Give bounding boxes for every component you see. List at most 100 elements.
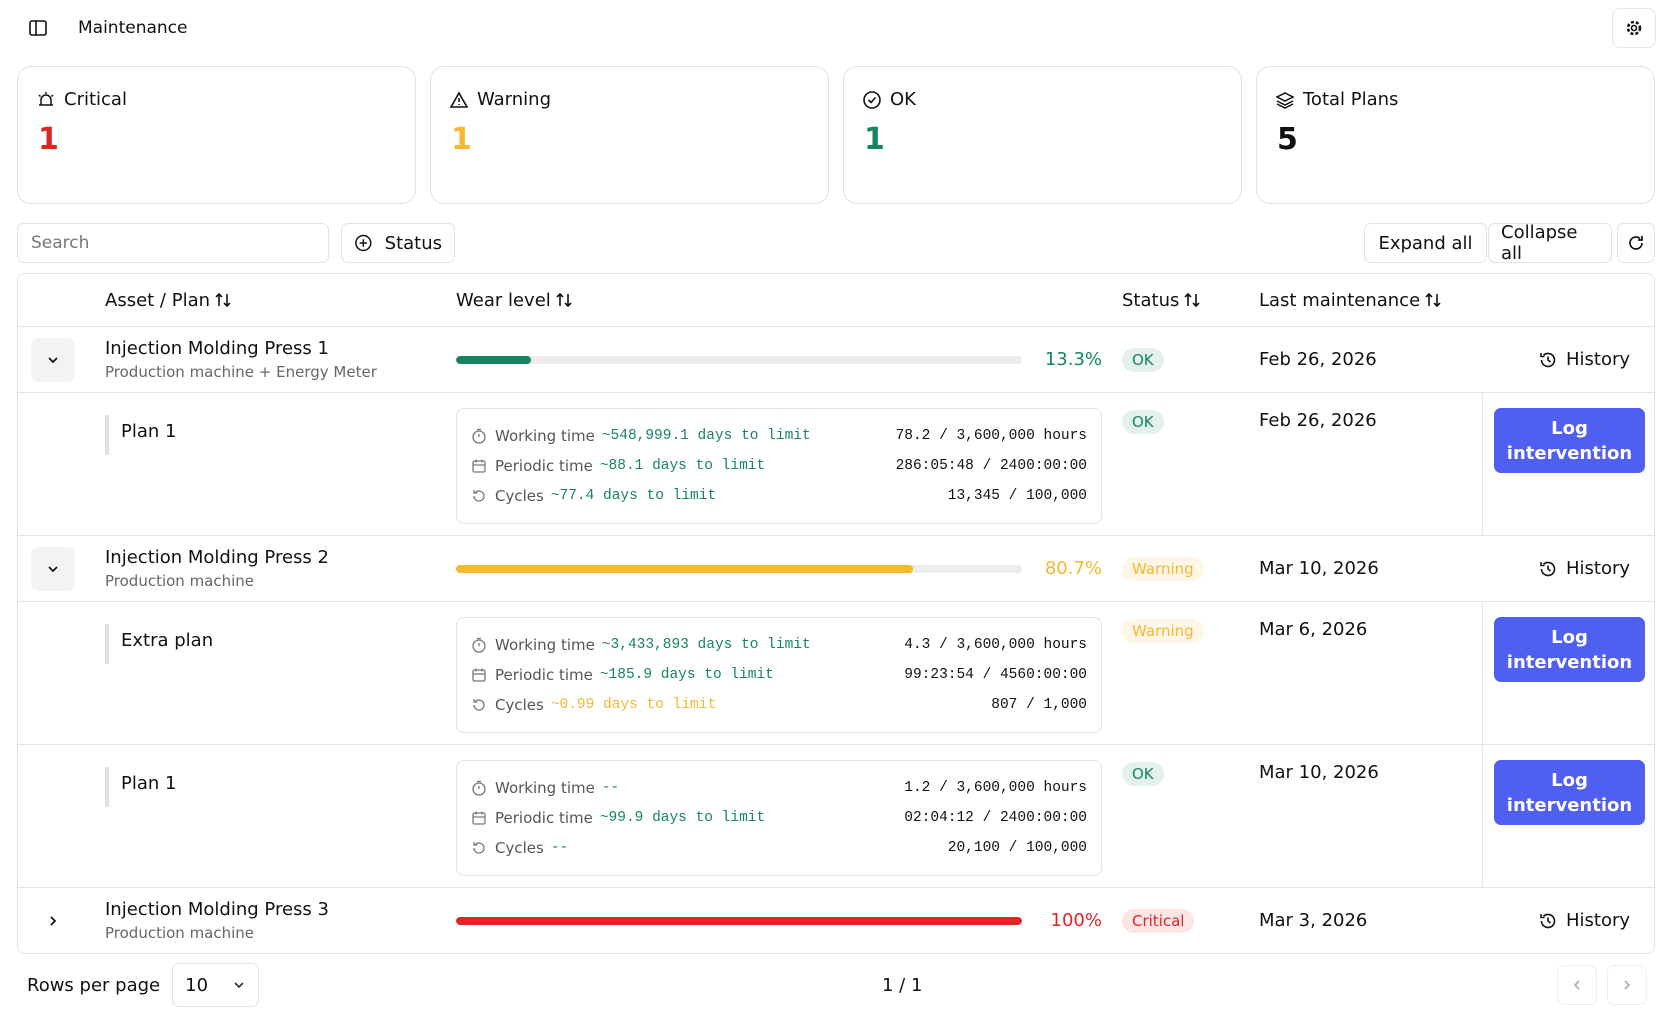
column-header[interactable]: Status (1122, 290, 1251, 311)
cell: Working time ~3,433,893 days to limit 4.… (456, 602, 1122, 733)
icon-part (215, 292, 231, 307)
icon (473, 699, 485, 711)
expand-all-button[interactable]: Expand all (1364, 223, 1487, 263)
pagination: Rows per page 10 1 / 1 (27, 963, 1655, 1007)
icon (1540, 561, 1556, 576)
summary-card: OK 1 (843, 66, 1242, 204)
icon-part (1629, 236, 1643, 250)
icon-part (472, 669, 486, 682)
card-header: Critical (36, 89, 397, 110)
icon-part (473, 699, 485, 711)
history-button[interactable]: History (1482, 349, 1654, 370)
icon-part (473, 842, 485, 854)
wear-track (456, 564, 1022, 573)
icon-part (449, 90, 469, 108)
icon-part (1184, 292, 1200, 307)
expand-toggle[interactable] (31, 546, 75, 591)
history-button[interactable]: History (1482, 910, 1654, 931)
icon (1540, 913, 1556, 928)
plan-metrics: Working time ~548,999.1 days to limit 78… (456, 408, 1102, 524)
metric-row: Periodic time ~185.9 days to limit 99:23… (471, 660, 1087, 690)
metric-row: Cycles -- 20,100 / 100,000 (471, 833, 1087, 863)
metric-row: Working time ~3,433,893 days to limit 4.… (471, 630, 1087, 660)
plan-metrics: Working time ~3,433,893 days to limit 4.… (456, 617, 1102, 733)
next-page[interactable] (1607, 965, 1647, 1005)
metric-usage: 20,100 / 100,000 (947, 840, 1087, 856)
card-header: OK (862, 89, 1223, 110)
metric-usage: 286:05:48 / 2400:00:00 (895, 458, 1087, 474)
cell: Working time -- 1.2 / 3,600,000 hours Per… (456, 745, 1122, 876)
cell: Plan 1 (105, 745, 456, 807)
icon-part (556, 292, 572, 307)
icon (234, 982, 244, 989)
column-header[interactable]: Wear level (456, 290, 1122, 311)
icon-part (1275, 91, 1295, 109)
wear-percent: 80.7% (1044, 558, 1102, 579)
header: Maintenance (0, 0, 1668, 56)
log-intervention-button[interactable]: Log intervention (1494, 617, 1645, 682)
cell: Log intervention (1482, 602, 1654, 744)
metric-eta: ~0.99 days to limit (550, 697, 717, 713)
collapse-all-button[interactable]: Collapse all (1488, 222, 1612, 264)
log-intervention-button[interactable]: Log intervention (1494, 760, 1645, 825)
metric-row: Cycles ~77.4 days to limit 13,345 / 100,… (471, 481, 1087, 511)
icon (215, 292, 231, 307)
prev-page[interactable] (1557, 965, 1597, 1005)
settings-button[interactable] (1612, 8, 1656, 48)
icon-part (472, 460, 486, 473)
icon-part (1573, 980, 1580, 990)
refresh-button[interactable] (1617, 223, 1655, 263)
plan-name: Plan 1 (105, 415, 456, 455)
column-title: Status (1122, 289, 1180, 311)
status-filter[interactable]: Status (341, 223, 455, 263)
history-label: History (1565, 349, 1631, 370)
search-input[interactable]: Search (17, 223, 329, 263)
log-intervention-button[interactable]: Log intervention (1494, 408, 1645, 473)
rows-per-page-select[interactable]: 10 (172, 963, 260, 1007)
cell (18, 546, 105, 591)
column-header[interactable]: Asset / Plan (105, 290, 456, 311)
last-maintenance: Mar 3, 2026 (1259, 910, 1368, 931)
icon-part (472, 639, 486, 653)
metric-eta: -- (601, 780, 620, 796)
metric-label: Working time (495, 779, 595, 797)
column-header[interactable]: Last maintenance (1251, 290, 1482, 311)
metric-label: Periodic time (495, 809, 593, 827)
icon (48, 356, 58, 363)
icon-part (38, 91, 54, 106)
cell: 13.3% (456, 349, 1122, 370)
column-title: Asset / Plan (105, 289, 211, 311)
metric-label: Periodic time (495, 457, 593, 475)
status-badge: OK (1122, 347, 1164, 372)
icon-part (355, 234, 372, 252)
metric-label: Working time (495, 427, 595, 445)
icon-part (472, 430, 486, 444)
expand-toggle[interactable] (31, 337, 75, 382)
icon (472, 459, 486, 473)
expand-toggle[interactable] (31, 899, 75, 943)
icon-part (1425, 292, 1441, 307)
metric-row: Working time -- 1.2 / 3,600,000 hours (471, 773, 1087, 803)
icon (355, 234, 372, 252)
wear-bar (456, 916, 1022, 925)
icon-part (472, 812, 486, 825)
metric-usage: 99:23:54 / 4560:00:00 (904, 667, 1087, 683)
last-maintenance: Mar 10, 2026 (1259, 762, 1379, 783)
sidebar-toggle[interactable] (28, 18, 48, 38)
asset-name: Injection Molding Press 1 (105, 338, 329, 359)
status-badge: OK (1122, 762, 1164, 786)
icon-part (234, 982, 244, 989)
wear-bar (456, 355, 532, 364)
last-maintenance: Feb 26, 2026 (1259, 349, 1377, 370)
asset-row: Injection Molding Press 1 Production mach… (18, 326, 1654, 392)
icon (1624, 980, 1631, 990)
plan-name: Extra plan (105, 624, 456, 664)
wear-track (456, 355, 1022, 364)
metric-label: Cycles (495, 696, 544, 714)
history-button[interactable]: History (1482, 558, 1654, 579)
icon (1540, 352, 1556, 367)
icon-part (477, 428, 481, 437)
icon (449, 90, 469, 108)
icon (38, 91, 54, 106)
